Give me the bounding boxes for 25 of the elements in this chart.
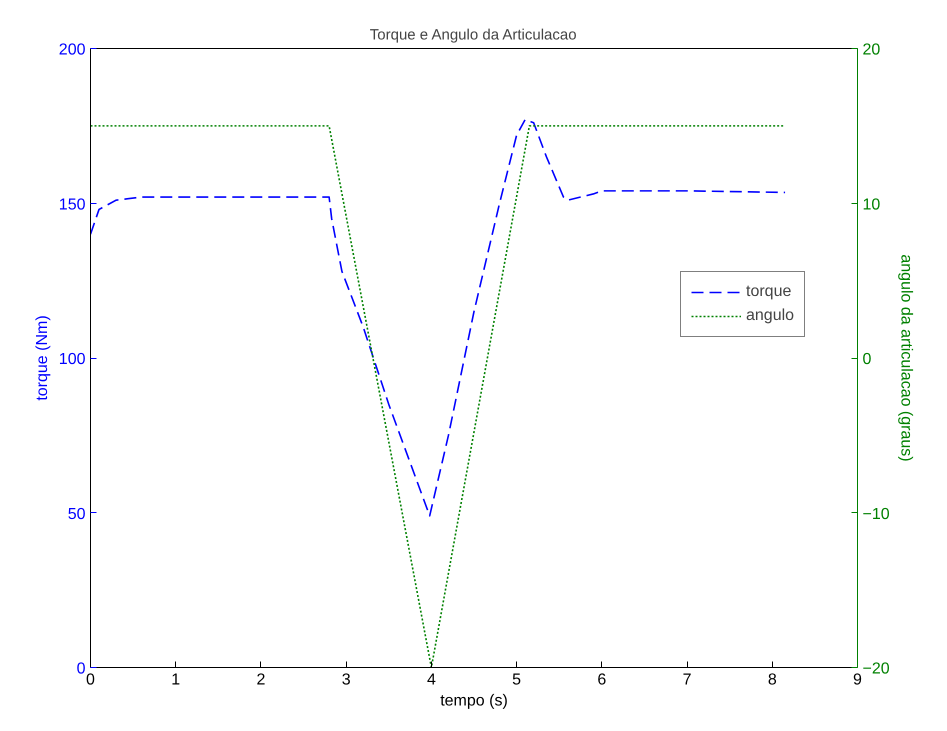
x-tick-label: 4 (426, 672, 436, 688)
x-tick-label: 8 (768, 672, 777, 688)
x-tick-label: 2 (256, 672, 266, 688)
y-tick-label: 100 (58, 351, 86, 368)
y2-tick-label: −10 (862, 506, 890, 523)
y2-axis-title: angulo da articulacao (graus) (898, 254, 915, 462)
x-tick-label: 9 (853, 672, 862, 688)
y-tick-label: 200 (58, 42, 86, 58)
chart-title: Torque e Angulo da Articulacao (370, 26, 577, 44)
x-tick-label: 1 (171, 672, 180, 688)
x-tick-label: 6 (597, 672, 606, 688)
legend-label: torque (746, 283, 792, 301)
x-axis-title: tempo (s) (440, 692, 508, 710)
y-tick-label: 50 (68, 506, 86, 523)
y-tick-label: 0 (76, 660, 86, 678)
x-tick-label: 3 (342, 672, 351, 688)
y-axis-title: torque (Nm) (34, 315, 51, 401)
y2-tick-label: −20 (862, 660, 890, 678)
y-tick-label: 150 (58, 196, 86, 214)
legend-label: angulo (746, 307, 794, 325)
y2-tick-label: 10 (862, 196, 880, 214)
x-tick-label: 7 (682, 672, 692, 688)
y2-tick-label: 0 (862, 351, 872, 368)
y2-tick-label: 20 (862, 42, 880, 58)
x-tick-label: 5 (512, 672, 522, 688)
